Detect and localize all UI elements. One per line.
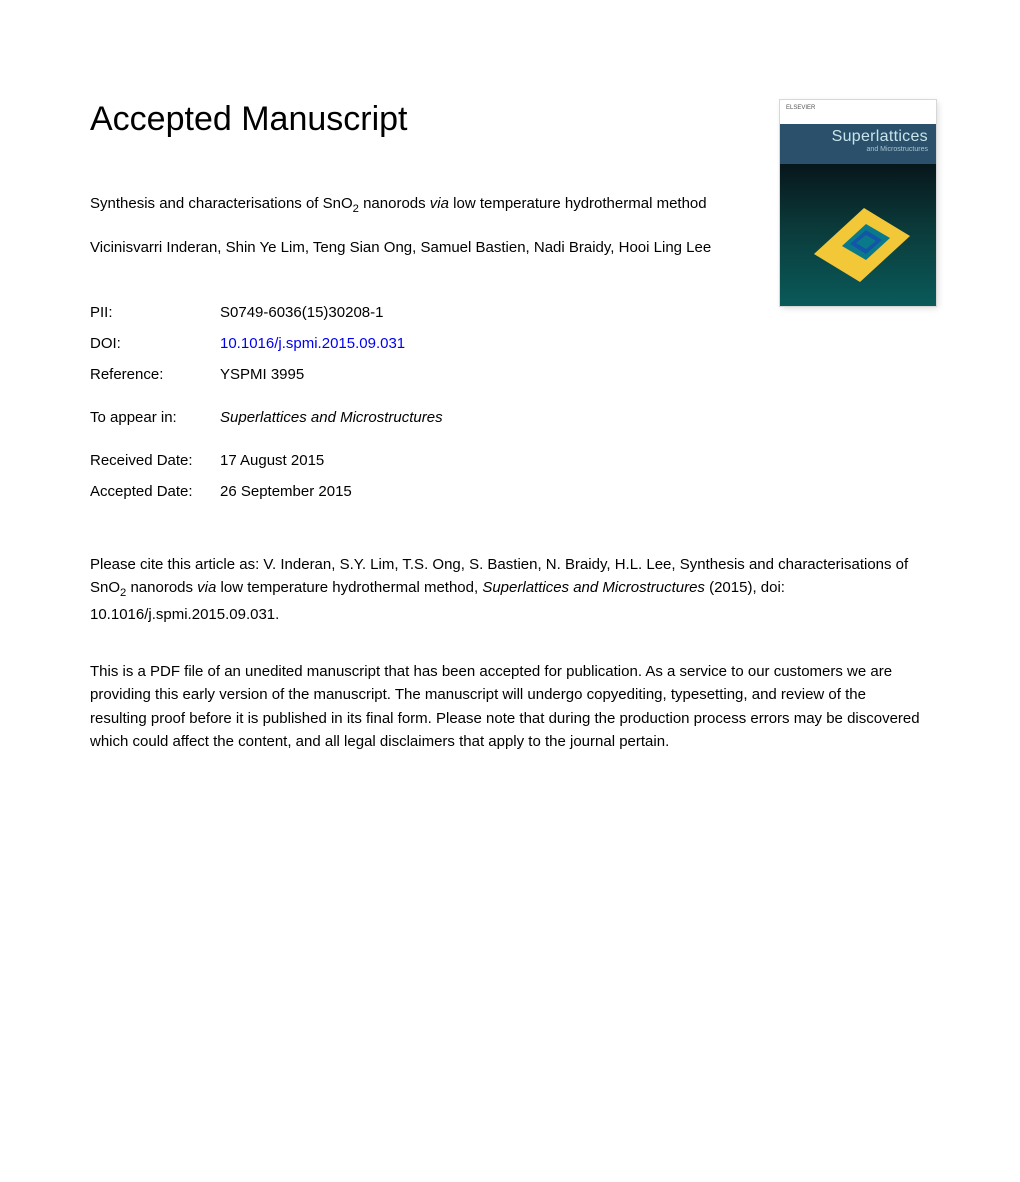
table-row: To appear in: Superlattices and Microstr… <box>90 402 443 433</box>
accepted-label: Accepted Date: <box>90 476 220 507</box>
table-row: Received Date: 17 August 2015 <box>90 445 443 476</box>
title-text-pre: Synthesis and characterisations of SnO <box>90 195 353 212</box>
cover-title-small: and Microstructures <box>780 146 928 153</box>
table-row: Accepted Date: 26 September 2015 <box>90 476 443 507</box>
title-text-post: low temperature hydrothermal method <box>449 195 707 212</box>
cover-title-big: Superlattices <box>780 128 928 146</box>
reference-value: YSPMI 3995 <box>220 359 443 390</box>
publisher-mark: ELSEVIER <box>786 105 815 111</box>
citation-mid: nanorods <box>126 579 197 596</box>
citation-journal: Superlattices and Microstructures <box>482 579 705 596</box>
spacer-row <box>90 433 443 445</box>
spacer-row <box>90 390 443 402</box>
reference-label: Reference: <box>90 359 220 390</box>
doi-label: DOI: <box>90 328 220 359</box>
manuscript-page: ELSEVIER Superlattices and Microstructur… <box>0 0 1020 813</box>
accepted-value: 26 September 2015 <box>220 476 443 507</box>
citation-block: Please cite this article as: V. Inderan,… <box>90 553 920 626</box>
authors-list: Vicinisvarri Inderan, Shin Ye Lim, Teng … <box>90 237 750 259</box>
disclaimer-block: This is a PDF file of an unedited manusc… <box>90 660 920 753</box>
pii-value: S0749-6036(15)30208-1 <box>220 297 443 328</box>
article-title: Synthesis and characterisations of SnO2 … <box>90 193 750 217</box>
metadata-table: PII: S0749-6036(15)30208-1 DOI: 10.1016/… <box>90 297 443 507</box>
received-label: Received Date: <box>90 445 220 476</box>
cover-title-band: Superlattices and Microstructures <box>780 124 936 164</box>
title-text-mid: nanorods <box>359 195 430 212</box>
title-via: via <box>430 195 449 212</box>
appear-label: To appear in: <box>90 402 220 433</box>
citation-via: via <box>197 579 216 596</box>
cover-artwork-icon <box>780 164 936 306</box>
table-row: Reference: YSPMI 3995 <box>90 359 443 390</box>
pii-label: PII: <box>90 297 220 328</box>
cover-image <box>780 164 936 306</box>
citation-post1: low temperature hydrothermal method, <box>216 579 482 596</box>
table-row: PII: S0749-6036(15)30208-1 <box>90 297 443 328</box>
cover-header: ELSEVIER <box>780 100 936 124</box>
table-row: DOI: 10.1016/j.spmi.2015.09.031 <box>90 328 443 359</box>
journal-cover-thumbnail: ELSEVIER Superlattices and Microstructur… <box>780 100 936 306</box>
received-value: 17 August 2015 <box>220 445 443 476</box>
appear-value: Superlattices and Microstructures <box>220 402 443 433</box>
doi-link[interactable]: 10.1016/j.spmi.2015.09.031 <box>220 335 405 352</box>
